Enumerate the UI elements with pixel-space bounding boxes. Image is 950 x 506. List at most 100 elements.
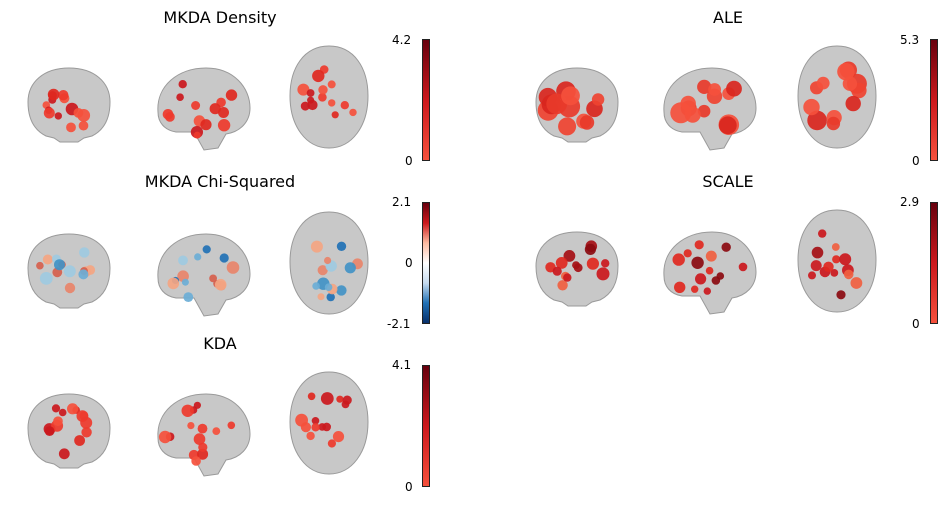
- activation-blob: [58, 90, 69, 101]
- sagittal-slice: [157, 67, 251, 151]
- colorbar-min-label: -2.1: [387, 317, 411, 331]
- colorbar-max-label: 4.1: [392, 358, 412, 372]
- activation-blob: [64, 282, 76, 294]
- activation-blob: [78, 120, 89, 131]
- axial-slice: [797, 45, 877, 149]
- colorbar: [422, 202, 430, 324]
- activation-blob: [336, 395, 344, 403]
- activation-blob: [697, 79, 712, 94]
- activation-blob: [573, 263, 583, 273]
- activation-blob: [197, 423, 208, 434]
- activation-blob: [181, 404, 194, 417]
- activation-blob: [558, 117, 577, 136]
- axial-slice: [289, 45, 369, 149]
- activation-blob: [726, 80, 742, 97]
- activation-blob: [218, 107, 229, 118]
- activation-blob: [586, 257, 599, 270]
- activation-blob: [843, 269, 854, 280]
- activation-blob: [683, 249, 692, 258]
- activation-blob: [324, 283, 333, 291]
- activation-blob: [672, 253, 685, 266]
- panel-mkda-chi-squared: MKDA Chi-Squared 2.1 0 -2.1: [0, 164, 440, 334]
- activation-blob: [44, 426, 55, 436]
- activation-blob: [557, 280, 568, 291]
- activation-blob: [810, 260, 822, 272]
- activation-blob: [680, 95, 696, 112]
- activation-blob: [708, 83, 721, 96]
- activation-blob: [58, 448, 70, 460]
- colorbar-max-label: 4.2: [392, 33, 412, 47]
- activation-blob: [209, 274, 217, 283]
- activation-blob: [226, 261, 240, 274]
- activation-blob: [318, 85, 328, 95]
- colorbar-zero-label: 0: [912, 317, 920, 331]
- activation-blob: [51, 404, 61, 413]
- activation-blob: [845, 95, 861, 112]
- colorbar: [422, 365, 430, 487]
- activation-blob: [563, 250, 576, 262]
- coronal-slice: [27, 233, 111, 309]
- panel-title: SCALE: [702, 172, 754, 191]
- activation-blob: [306, 89, 315, 97]
- activation-blob: [212, 427, 221, 435]
- sagittal-slice: [663, 67, 757, 151]
- activation-blob: [830, 269, 839, 277]
- activation-blob: [716, 272, 725, 280]
- activation-blob: [336, 285, 347, 296]
- activation-blob: [831, 243, 840, 251]
- colorbar-max-label: 5.3: [900, 33, 920, 47]
- coronal-slice: [27, 393, 111, 469]
- activation-blob: [836, 290, 846, 300]
- activation-blob: [158, 430, 172, 444]
- activation-blob: [53, 416, 63, 426]
- activation-blob: [162, 109, 174, 120]
- activation-blob: [198, 442, 208, 452]
- activation-blob: [591, 93, 605, 106]
- activation-blob: [561, 86, 580, 106]
- colorbar-zero-label: 0: [405, 154, 413, 168]
- panel-scale: SCALE 2.9 0: [490, 164, 950, 334]
- activation-blob: [803, 98, 820, 116]
- activation-blob: [54, 259, 65, 271]
- activation-blob: [703, 287, 711, 295]
- activation-blob: [310, 240, 323, 253]
- panel-title: MKDA Density: [163, 8, 277, 27]
- activation-blob: [584, 243, 596, 255]
- colorbar-zero-label: 0: [405, 480, 413, 494]
- panel-ale: ALE 5.3 0: [490, 0, 950, 170]
- coronal-slice: [27, 67, 111, 143]
- activation-blob: [344, 262, 356, 274]
- activation-blob: [297, 83, 310, 96]
- activation-blob: [312, 69, 325, 83]
- activation-blob: [74, 435, 85, 446]
- activation-blob: [312, 282, 320, 290]
- activation-blob: [721, 242, 731, 252]
- activation-blob: [340, 101, 349, 110]
- activation-blob: [54, 112, 62, 120]
- colorbar-max-label: 2.9: [900, 195, 920, 209]
- activation-blob: [79, 247, 90, 258]
- activation-blob: [81, 427, 92, 438]
- activation-blob: [78, 269, 89, 280]
- activation-blob: [320, 392, 334, 405]
- axial-slice: [289, 371, 369, 475]
- activation-blob: [36, 261, 44, 270]
- activation-blob: [311, 417, 320, 425]
- panel-kda: KDA 4.1 0: [0, 328, 440, 498]
- panel-title: MKDA Chi-Squared: [144, 172, 296, 191]
- activation-blob: [317, 265, 328, 276]
- activation-blob: [697, 104, 711, 118]
- sagittal-slice: [157, 393, 251, 477]
- activation-blob: [67, 403, 79, 415]
- activation-blob: [307, 392, 316, 401]
- activation-blob: [307, 99, 318, 111]
- activation-blob: [332, 431, 345, 443]
- colorbar-mid-label: 0: [405, 256, 413, 270]
- activation-blob: [811, 246, 824, 259]
- activation-blob: [42, 254, 53, 265]
- activation-blob: [349, 108, 357, 117]
- colorbar-max-label: 2.1: [392, 195, 412, 209]
- activation-blob: [217, 119, 231, 132]
- axial-slice: [289, 211, 369, 315]
- activation-blob: [839, 253, 852, 266]
